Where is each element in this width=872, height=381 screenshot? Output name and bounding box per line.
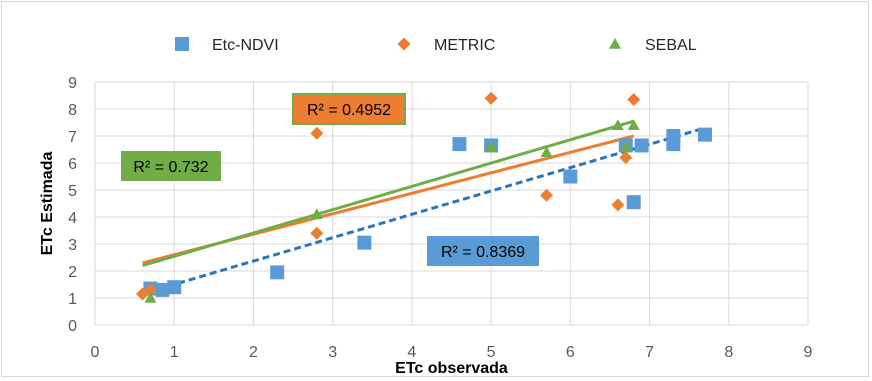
r-squared-label: R² = 0.8369 <box>441 244 525 261</box>
data-point <box>310 208 323 220</box>
tick-labels: 0 1 2 3 4 5 6 7 8 9 0 1 2 3 4 5 6 7 8 9 <box>68 75 812 361</box>
x-tick-label: 8 <box>724 344 733 361</box>
data-point <box>143 283 157 297</box>
r-squared-box <box>121 151 221 181</box>
y-tick-label: 2 <box>68 264 77 281</box>
data-point <box>611 119 624 130</box>
legend-label: METRIC <box>434 37 495 54</box>
data-point <box>627 119 640 130</box>
r-squared-labels: R² = 0.8369 R² = 0.4952 R² = 0.732 <box>121 93 539 266</box>
data-point <box>144 292 157 303</box>
y-tick-label: 5 <box>68 183 77 200</box>
data-point <box>627 93 641 107</box>
data-point <box>619 140 632 152</box>
legend: Etc-NDVI METRIC SEBAL <box>175 37 697 54</box>
r-squared-box <box>292 93 406 125</box>
y-tick-label: 3 <box>68 237 77 254</box>
data-point <box>155 282 170 297</box>
trendline-etc-ndvi <box>146 126 706 295</box>
legend-marker-diamond-icon <box>397 37 411 51</box>
x-tick-label: 7 <box>645 344 654 361</box>
x-axis-title: ETc observada <box>395 360 508 377</box>
y-tick-label: 0 <box>68 318 77 335</box>
data-point <box>619 151 633 165</box>
y-tick-label: 6 <box>68 156 77 173</box>
x-tick-label: 5 <box>487 344 496 361</box>
data-point <box>563 169 578 184</box>
x-tick-label: 2 <box>249 344 258 361</box>
data-point <box>270 265 285 280</box>
x-tick-label: 6 <box>566 344 575 361</box>
data-point <box>698 127 713 142</box>
r-squared-label: R² = 0.732 <box>133 159 208 176</box>
data-point <box>666 129 681 143</box>
x-tick-label: 1 <box>170 344 179 361</box>
y-tick-label: 4 <box>68 210 77 227</box>
data-point <box>310 126 324 140</box>
data-point <box>167 280 182 295</box>
y-tick-label: 8 <box>68 102 77 119</box>
x-tick-label: 9 <box>804 344 813 361</box>
trendlines <box>142 119 706 295</box>
data-point <box>485 140 498 152</box>
data-point <box>611 198 625 212</box>
data-point <box>634 138 649 153</box>
data-point <box>357 235 372 250</box>
r-squared-box <box>427 236 539 266</box>
legend-marker-square-icon <box>175 37 189 51</box>
data-point <box>484 91 498 105</box>
data-points <box>136 91 713 303</box>
y-axis-title: ETc Estimada <box>39 152 56 256</box>
legend-label: SEBAL <box>645 37 697 54</box>
trendline-sebal <box>142 119 635 268</box>
y-tick-label: 1 <box>68 291 77 308</box>
r-squared-label: R² = 0.4952 <box>307 102 391 119</box>
y-tick-label: 9 <box>68 75 77 92</box>
x-tick-label: 0 <box>91 344 100 361</box>
legend-label: Etc-NDVI <box>212 37 279 54</box>
y-tick-label: 7 <box>68 129 77 146</box>
data-point <box>540 146 553 157</box>
data-point <box>626 195 641 210</box>
legend-marker-triangle-icon <box>609 38 621 49</box>
x-tick-label: 4 <box>407 344 416 361</box>
data-point <box>452 137 467 152</box>
grid-lines <box>94 81 809 326</box>
data-point <box>540 188 554 202</box>
data-point <box>310 226 324 240</box>
x-tick-label: 3 <box>328 344 337 361</box>
